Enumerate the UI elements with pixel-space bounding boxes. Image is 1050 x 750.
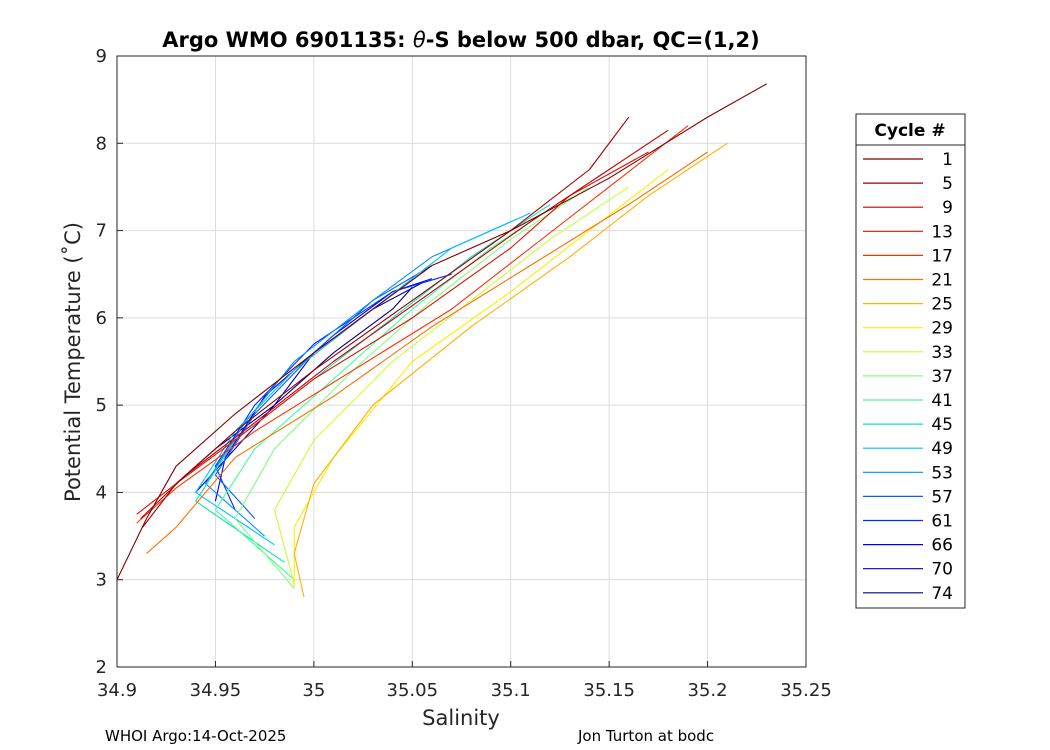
legend-entries: 1 5 9 13 17 21 25 29 33 37 41 45 49 53 57 61 66 70 74 (863, 150, 953, 604)
legend-label-cycle-13: 13 (931, 222, 953, 242)
legend-label-cycle-70: 70 (931, 560, 953, 580)
series-line-cycle-21 (146, 151, 708, 554)
series-layer (116, 83, 767, 598)
y-tick-label: 5 (96, 395, 107, 416)
y-axis: 2 3 4 5 6 7 8 9 (96, 46, 123, 678)
y-tick-label: 7 (96, 221, 107, 242)
x-axis-label: Salinity (422, 706, 500, 730)
y-tick-label: 6 (96, 308, 107, 329)
legend-label-cycle-74: 74 (931, 584, 953, 604)
legend-label-cycle-66: 66 (931, 536, 953, 556)
legend-label-cycle-53: 53 (931, 463, 953, 483)
series-line-cycle-57 (214, 265, 433, 519)
x-tick-label: 35.1 (491, 680, 531, 701)
legend-label-cycle-61: 61 (931, 512, 953, 532)
legend-label-cycle-29: 29 (931, 319, 953, 339)
x-tick-label: 35.25 (780, 680, 832, 701)
plot-frame (116, 55, 807, 668)
legend-label-cycle-57: 57 (931, 487, 953, 507)
x-tick-label: 35.15 (583, 680, 635, 701)
x-tick-label: 35.2 (688, 680, 728, 701)
series-line-cycle-9 (140, 129, 669, 519)
y-tick-label: 3 (96, 570, 107, 591)
legend-box (855, 113, 966, 609)
legend-label-cycle-33: 33 (931, 343, 953, 363)
legend-label-cycle-41: 41 (931, 391, 953, 411)
plot-area (117, 56, 806, 667)
series-line-cycle-1 (116, 83, 767, 580)
x-tick-label: 35.05 (387, 680, 439, 701)
chart-title: Argo WMO 6901135: θ-S below 500 dbar, QC… (162, 28, 759, 52)
x-tick-label: 35 (302, 680, 325, 701)
x-tick-label: 34.95 (190, 680, 242, 701)
legend-label-cycle-37: 37 (931, 367, 953, 387)
y-tick-label: 2 (96, 657, 107, 678)
series-line-cycle-25 (293, 142, 728, 598)
legend-label-cycle-17: 17 (931, 246, 953, 266)
y-tick-label: 4 (96, 482, 107, 503)
y-axis-label: Potential Temperature (˚C) (61, 222, 85, 502)
series-line-cycle-17 (136, 125, 689, 524)
series-line-cycle-5 (142, 116, 630, 528)
series-line-cycle-53 (205, 221, 511, 537)
series-line-cycle-29 (293, 169, 669, 589)
x-tick-label: 34.9 (97, 680, 137, 701)
legend-label-cycle-49: 49 (931, 439, 953, 459)
legend-label-cycle-5: 5 (942, 174, 953, 194)
legend-label-cycle-21: 21 (931, 271, 953, 291)
y-tick-label: 8 (96, 133, 107, 154)
legend-label-cycle-45: 45 (931, 415, 953, 435)
footer-right: Jon Turton at bodc (577, 727, 714, 745)
legend-label-cycle-25: 25 (931, 295, 953, 315)
legend-label-cycle-9: 9 (942, 198, 953, 218)
y-tick-label: 9 (96, 46, 107, 67)
series-line-cycle-33 (273, 186, 630, 585)
series-line-cycle-70 (195, 282, 423, 493)
legend-label-cycle-1: 1 (942, 150, 953, 170)
series-line-cycle-41 (214, 195, 571, 581)
footer-left: WHOI Argo:14-Oct-2025 (105, 727, 286, 745)
series-line-cycle-49 (195, 212, 531, 546)
legend-title: Cycle # (874, 121, 945, 141)
legend: Cycle # 1 5 9 13 17 21 25 29 33 37 41 45 49 53 57 61 66 7… (855, 113, 966, 609)
x-axis: 34.9 34.95 35 35.05 35.1 35.15 35.2 35.25 (97, 661, 832, 701)
